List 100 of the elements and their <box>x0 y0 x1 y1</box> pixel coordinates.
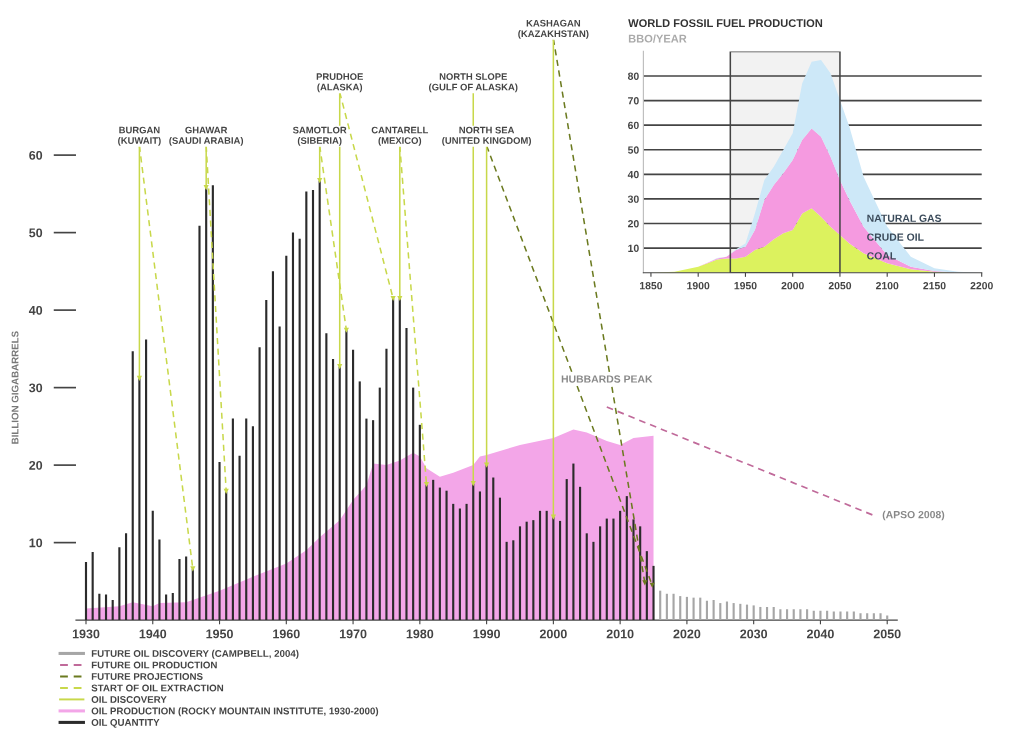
bar <box>452 503 455 621</box>
bar <box>632 519 635 621</box>
bar <box>231 418 234 621</box>
bar <box>512 540 515 621</box>
bar <box>258 347 261 621</box>
y-tick-label: 40 <box>28 305 43 315</box>
legend-label: OIL PRODUCTION (ROCKY MOUNTAIN INSTITUTE, 1930-2000) <box>91 707 379 717</box>
bar <box>445 490 448 621</box>
point <box>484 462 490 468</box>
y-tick-label: 60 <box>628 121 639 130</box>
bar <box>385 348 388 621</box>
bar <box>712 599 715 621</box>
x-tick-label: 2050 <box>873 629 901 639</box>
x-tick-label: 2150 <box>923 281 946 290</box>
legend-label: FUTURE OIL PRODUCTION <box>91 661 217 669</box>
bar <box>418 424 421 621</box>
point <box>642 580 648 586</box>
bar <box>478 491 481 621</box>
bar <box>318 180 321 621</box>
y-tick-label: 50 <box>627 146 639 154</box>
x-tick-label: 1980 <box>406 629 434 639</box>
bar <box>245 418 248 621</box>
series-label: CRUDE OIL <box>867 233 924 241</box>
bar <box>405 327 408 621</box>
bar <box>792 609 795 621</box>
bar <box>739 603 742 621</box>
chart-subtitle: BBO/YEAR <box>628 34 687 43</box>
bar <box>538 510 542 621</box>
bar <box>672 593 675 621</box>
bar <box>305 191 308 621</box>
bar <box>518 526 522 621</box>
bar <box>205 187 208 621</box>
x-tick-label: 1970 <box>339 629 367 639</box>
point <box>423 481 430 488</box>
bar <box>438 487 441 621</box>
bar <box>191 568 194 621</box>
y-tick-label: 50 <box>29 228 43 238</box>
point <box>203 185 209 191</box>
y-tick-label: 30 <box>29 383 43 393</box>
annotation: SAMOTLOR (SIBERIA) <box>292 126 347 146</box>
bar <box>552 517 555 621</box>
annotation: (APSO 2008) <box>882 510 945 521</box>
legend-label: OIL DISCOVERY <box>91 696 167 703</box>
x-tick-label: 2000 <box>781 281 804 290</box>
bar <box>745 604 749 621</box>
x-tick-label: 1950 <box>734 281 757 290</box>
bar <box>398 298 401 621</box>
bar <box>879 613 882 621</box>
x-tick-label: 2000 <box>539 629 567 639</box>
x-tick-label: 1930 <box>72 629 100 639</box>
bar <box>886 615 889 621</box>
bar <box>699 597 702 621</box>
bar <box>725 601 729 621</box>
bar <box>358 381 361 621</box>
point <box>470 481 476 487</box>
bar <box>779 609 782 621</box>
bar <box>505 541 508 621</box>
bar <box>138 378 141 621</box>
x-tick-label: 1960 <box>273 629 300 639</box>
bar <box>592 541 595 621</box>
bar <box>558 520 562 621</box>
series-label: NATURAL GAS <box>867 214 942 222</box>
y-tick-label: 30 <box>627 195 639 203</box>
bar <box>84 561 88 621</box>
bar <box>839 611 842 621</box>
annotation: KASHAGAN (KAZAKHSTAN) <box>518 19 589 39</box>
bar <box>372 420 375 621</box>
bar <box>799 609 802 621</box>
chart-title: WORLD FOSSIL FUEL PRODUCTION <box>628 19 823 28</box>
y-tick-label: 80 <box>627 72 639 80</box>
x-tick-label: 1900 <box>687 281 710 290</box>
bar <box>392 298 395 621</box>
bar <box>311 189 315 621</box>
annotation: BURGAN (KUWAIT) <box>118 126 161 146</box>
x-tick-label: 2020 <box>673 629 701 639</box>
bar <box>866 613 869 621</box>
bar <box>659 590 662 621</box>
bar <box>525 521 528 621</box>
bar <box>605 518 608 621</box>
bar <box>151 510 154 621</box>
bar <box>498 497 502 621</box>
bar <box>412 387 415 621</box>
bar <box>278 326 281 621</box>
annotation: PRUDHOE (ALASKA) <box>316 73 363 93</box>
y-axis-title: BILLION GIGABARRELS <box>11 331 19 444</box>
bar <box>719 603 722 621</box>
bar <box>271 271 275 621</box>
y-tick-label: 40 <box>627 170 639 179</box>
point <box>397 295 403 302</box>
bar <box>218 462 221 621</box>
bar <box>198 225 201 621</box>
bar <box>652 565 655 621</box>
point <box>317 178 323 184</box>
legend-label: FUTURE PROJECTIONS <box>91 673 203 680</box>
bar <box>692 597 695 621</box>
bar <box>165 594 168 621</box>
bar <box>458 508 461 621</box>
y-tick-label: 10 <box>29 538 43 548</box>
bar <box>178 558 181 621</box>
bar <box>118 547 121 621</box>
